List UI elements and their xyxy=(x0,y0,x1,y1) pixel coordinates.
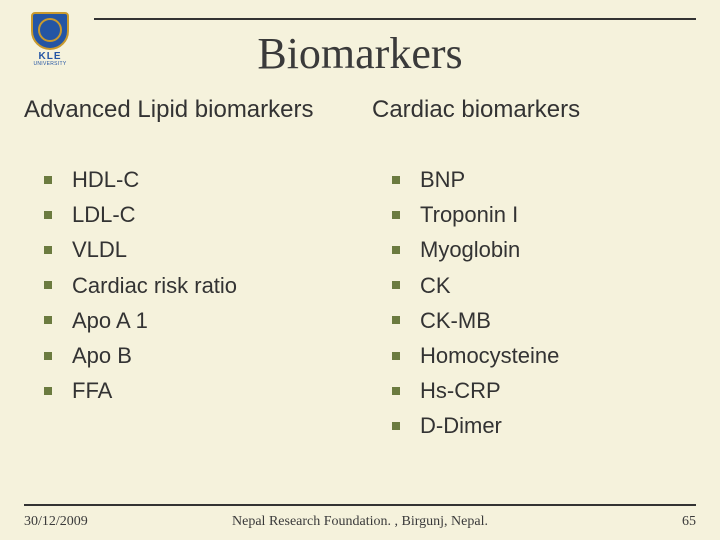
square-bullet-icon xyxy=(392,387,400,395)
list-item: Hs-CRP xyxy=(372,373,696,408)
square-bullet-icon xyxy=(44,281,52,289)
list-item-label: Apo B xyxy=(72,338,132,373)
square-bullet-icon xyxy=(392,211,400,219)
footer-date: 30/12/2009 xyxy=(24,514,88,530)
list-left: HDL-CLDL-CVLDLCardiac risk ratioApo A 1A… xyxy=(24,162,348,408)
list-item-label: BNP xyxy=(420,162,465,197)
list-item-label: Cardiac risk ratio xyxy=(72,268,237,303)
column-heading-left: Advanced Lipid biomarkers xyxy=(24,96,348,124)
list-item-label: HDL-C xyxy=(72,162,139,197)
list-item: HDL-C xyxy=(24,162,348,197)
top-rule xyxy=(94,18,696,20)
square-bullet-icon xyxy=(44,352,52,360)
square-bullet-icon xyxy=(44,211,52,219)
list-item: BNP xyxy=(372,162,696,197)
list-item-label: D-Dimer xyxy=(420,408,502,443)
list-item-label: Hs-CRP xyxy=(420,373,501,408)
square-bullet-icon xyxy=(392,352,400,360)
list-item: Homocysteine xyxy=(372,338,696,373)
list-item: VLDL xyxy=(24,232,348,267)
footer: 30/12/2009 65 xyxy=(24,514,696,530)
square-bullet-icon xyxy=(44,176,52,184)
list-item-label: Apo A 1 xyxy=(72,303,148,338)
square-bullet-icon xyxy=(392,281,400,289)
bottom-rule xyxy=(24,504,696,506)
list-right: BNPTroponin IMyoglobinCKCK-MBHomocystein… xyxy=(372,162,696,444)
square-bullet-icon xyxy=(392,422,400,430)
column-right: Cardiac biomarkers BNPTroponin IMyoglobi… xyxy=(372,96,696,444)
list-item-label: Homocysteine xyxy=(420,338,559,373)
list-item: FFA xyxy=(24,373,348,408)
column-left: Advanced Lipid biomarkers HDL-CLDL-CVLDL… xyxy=(24,96,348,444)
footer-page: 65 xyxy=(682,514,696,530)
list-item: D-Dimer xyxy=(372,408,696,443)
list-item: Troponin I xyxy=(372,197,696,232)
list-item: Apo B xyxy=(24,338,348,373)
square-bullet-icon xyxy=(44,387,52,395)
list-item-label: CK xyxy=(420,268,451,303)
square-bullet-icon xyxy=(44,316,52,324)
list-item: CK-MB xyxy=(372,303,696,338)
square-bullet-icon xyxy=(392,246,400,254)
list-item-label: Troponin I xyxy=(420,197,518,232)
list-item: CK xyxy=(372,268,696,303)
square-bullet-icon xyxy=(392,316,400,324)
list-item: Cardiac risk ratio xyxy=(24,268,348,303)
square-bullet-icon xyxy=(44,246,52,254)
square-bullet-icon xyxy=(392,176,400,184)
list-item-label: Myoglobin xyxy=(420,232,520,267)
list-item-label: VLDL xyxy=(72,232,127,267)
list-item: Apo A 1 xyxy=(24,303,348,338)
column-heading-right: Cardiac biomarkers xyxy=(372,96,696,124)
list-item-label: CK-MB xyxy=(420,303,491,338)
content-columns: Advanced Lipid biomarkers HDL-CLDL-CVLDL… xyxy=(24,96,696,444)
list-item: LDL-C xyxy=(24,197,348,232)
slide-title: Biomarkers xyxy=(0,28,720,79)
list-item: Myoglobin xyxy=(372,232,696,267)
list-item-label: FFA xyxy=(72,373,112,408)
list-item-label: LDL-C xyxy=(72,197,136,232)
